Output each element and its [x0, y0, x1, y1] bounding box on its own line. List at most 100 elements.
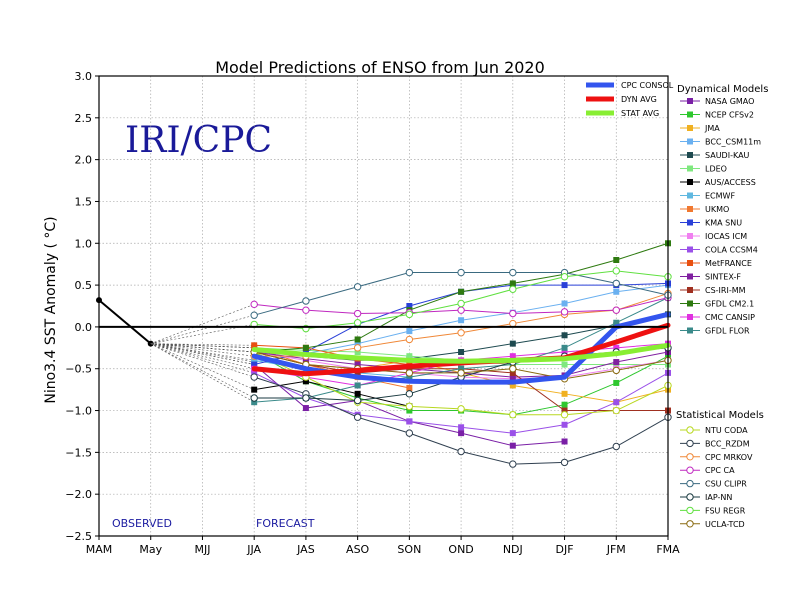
- model-point: [560, 411, 569, 419]
- model-point: [353, 319, 362, 327]
- statistical-legend-title: Statistical Models: [676, 410, 764, 421]
- legend-marker: [687, 246, 693, 253]
- model-point: [353, 413, 362, 421]
- model-point: [250, 394, 258, 402]
- model-point: [458, 288, 465, 295]
- legend-marker: [687, 98, 693, 104]
- legend-label: GFDL FLOR: [705, 327, 750, 336]
- legend-label: AUS/ACCESS: [705, 178, 756, 187]
- model-point: [561, 332, 568, 339]
- legend-label: CMC CANSIP: [705, 313, 755, 322]
- model-point: [561, 390, 568, 397]
- legend-marker: [687, 152, 693, 158]
- y-tick-label: 1.0: [75, 237, 93, 250]
- model-point: [251, 369, 258, 376]
- initialization-connector: [150, 343, 255, 399]
- legend-marker: [687, 179, 693, 185]
- legend-label: IOCAS ICM: [705, 232, 747, 241]
- legend-label: BCC_RZDM: [705, 439, 750, 448]
- legend-label: BCC_CSM11m: [705, 138, 761, 147]
- model-point: [509, 460, 517, 468]
- legend-marker: [686, 520, 694, 528]
- legend-label: UKMO: [705, 205, 729, 214]
- legend-label: SAUDI-KAU: [705, 151, 750, 160]
- legend-marker: [687, 260, 693, 266]
- legend-marker: [687, 138, 693, 145]
- model-point: [509, 285, 517, 293]
- model-point: [302, 378, 309, 385]
- x-tick-label: ASO: [346, 543, 370, 556]
- legend-marker: [687, 219, 693, 226]
- model-point: [613, 319, 620, 326]
- model-point: [251, 399, 258, 406]
- legend-label: STAT AVG: [621, 109, 659, 118]
- x-tick-label: MAM: [86, 543, 113, 556]
- model-point: [457, 369, 465, 377]
- model-point: [509, 353, 516, 360]
- x-tick-label: NDJ: [503, 543, 523, 556]
- legend-marker: [686, 426, 694, 434]
- chart-title: Model Predictions of ENSO from Jun 2020: [215, 58, 545, 77]
- model-point: [457, 447, 465, 456]
- legend-marker: [687, 111, 693, 118]
- model-point: [405, 390, 414, 398]
- model-point: [561, 349, 568, 355]
- legend-label: GFDL CM2.1: [705, 300, 754, 309]
- observed-line: [98, 299, 152, 345]
- legend-marker: [687, 125, 693, 131]
- legend-label: CSU CLIPR: [705, 480, 747, 489]
- initialization-connector: [150, 343, 255, 349]
- model-point: [613, 257, 620, 263]
- model-point: [354, 382, 361, 389]
- dynamical-legend-title: Dynamical Models: [677, 84, 768, 95]
- legend-marker: [687, 287, 693, 293]
- model-point: [250, 373, 258, 381]
- model-point: [457, 306, 465, 314]
- model-point: [561, 438, 568, 445]
- legend-marker: [687, 314, 693, 320]
- model-point: [354, 340, 361, 347]
- legend-label: JMA: [704, 124, 720, 133]
- model-point: [250, 300, 258, 309]
- initialization-connector: [150, 304, 255, 344]
- legend-label: NASA GMAO: [705, 97, 754, 106]
- legend-label: KMA SNU: [705, 219, 742, 228]
- y-tick-label: −2.0: [65, 488, 92, 501]
- model-point: [509, 369, 516, 376]
- x-tick-label: FMA: [656, 543, 680, 556]
- model-point: [406, 374, 413, 381]
- initialization-connector: [150, 343, 255, 361]
- x-tick-label: JAS: [296, 543, 315, 556]
- legend-marker: [687, 233, 693, 239]
- initialization-connector: [150, 343, 255, 370]
- x-tick-label: DJF: [556, 543, 574, 556]
- y-tick-label: −2.5: [65, 530, 92, 543]
- model-point: [405, 335, 414, 344]
- model-point: [251, 361, 258, 368]
- legend-marker: [686, 493, 694, 501]
- model-point: [354, 336, 361, 343]
- model-point: [561, 282, 568, 289]
- model-point: [612, 306, 620, 314]
- model-point: [302, 344, 309, 351]
- legend-label: NCEP CFSv2: [705, 111, 754, 120]
- consensus-line: [251, 342, 671, 364]
- forecast-label: FORECAST: [256, 517, 315, 530]
- y-tick-label: 0.5: [75, 279, 93, 292]
- model-point: [354, 369, 361, 376]
- model-point: [406, 353, 413, 360]
- axes: 3.0 2.5 2.0 1.5 1.0 0.5 0.0 −0.5 −1.0 −1.5 −2.0 −2.…: [65, 70, 680, 556]
- model-point: [509, 374, 516, 381]
- x-tick-label: SON: [397, 543, 421, 556]
- consensus-series: [251, 311, 671, 385]
- initialization-connector: [150, 343, 255, 346]
- y-tick-label: 2.5: [75, 112, 93, 125]
- model-point: [612, 406, 620, 415]
- initialization-connector: [150, 343, 255, 390]
- legend-label: CPC CA: [705, 466, 735, 475]
- model-point: [561, 421, 568, 428]
- legend-marker: [686, 453, 694, 461]
- legend-marker: [686, 479, 694, 488]
- y-tick-label: 3.0: [75, 70, 93, 83]
